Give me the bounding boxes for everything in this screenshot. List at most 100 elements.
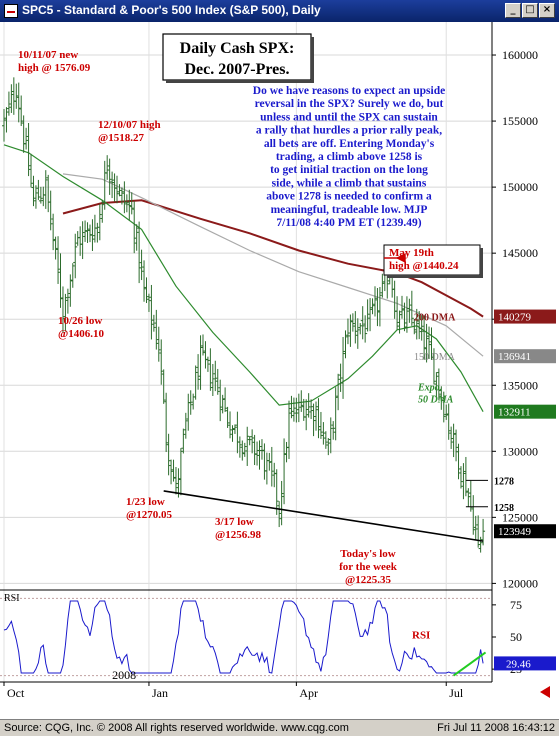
price-bar	[247, 436, 252, 446]
price-bar	[242, 442, 247, 457]
price-bar	[476, 515, 481, 548]
price-bar	[107, 158, 112, 195]
price-bar	[274, 469, 279, 515]
annotation-text: @1270.05	[126, 509, 172, 521]
price-bar	[83, 220, 88, 242]
value-box-expo-50-dma-text: 132911	[498, 407, 531, 419]
price-bar	[473, 515, 478, 541]
chart-subtitle: Dec. 2007-Pres.	[185, 61, 290, 78]
price-bar	[424, 323, 429, 363]
y-tick-label: 125000	[502, 510, 538, 524]
price-bar	[333, 387, 338, 441]
price-bar	[38, 186, 43, 204]
price-bar	[230, 425, 235, 442]
price-bar	[419, 315, 424, 341]
price-annotation: 3/17 low@1256.98	[215, 516, 261, 541]
rsi-panel: RSIRSI25507529.46	[0, 593, 556, 677]
rsi-value-box-text: 29.46	[506, 658, 531, 670]
ma-label-150: 150 DMA	[414, 352, 456, 363]
annotation-text: @1256.98	[215, 529, 261, 541]
price-bar	[363, 315, 368, 343]
price-bar	[220, 394, 225, 414]
price-bar	[164, 392, 169, 453]
commentary-line: above 1278 is needed to confirm a	[266, 191, 432, 203]
price-bar	[407, 298, 412, 323]
x-tick-label: Jan	[152, 686, 168, 700]
rsi-trendline	[453, 651, 487, 677]
value-box-150-dma-text: 136941	[498, 351, 531, 363]
price-bar	[36, 179, 41, 200]
price-bar	[100, 200, 105, 223]
price-bar	[345, 318, 350, 345]
maximize-button[interactable]: □	[522, 3, 538, 18]
minimize-button[interactable]: _	[505, 3, 521, 18]
ma-label-expo: Expo.	[417, 383, 442, 394]
level-label-1258: 1258	[494, 503, 514, 514]
price-bar	[439, 386, 444, 410]
value-box-last-price-text: 123949	[498, 526, 532, 538]
price-bar	[412, 319, 417, 335]
price-bar	[372, 286, 377, 317]
price-bar	[257, 440, 262, 470]
price-bar	[434, 372, 439, 398]
price-bar	[178, 448, 183, 496]
price-bar	[252, 434, 257, 466]
price-bar	[318, 411, 323, 439]
price-bar	[338, 363, 343, 392]
price-bar	[73, 233, 78, 279]
price-bar	[360, 306, 365, 340]
close-button[interactable]: ×	[539, 3, 555, 18]
price-bar	[196, 354, 201, 390]
levels-layer: 1278 1258	[163, 476, 514, 542]
commentary-line: all bets are off. Entering Monday's	[264, 138, 435, 150]
rsi-panel-label: RSI	[4, 593, 20, 604]
price-bar	[24, 127, 29, 150]
price-bar	[161, 369, 166, 404]
price-bar	[321, 422, 326, 445]
price-bar	[463, 456, 468, 497]
price-bar	[33, 185, 38, 209]
price-bar	[328, 417, 333, 454]
price-bar	[19, 95, 24, 127]
price-bar	[159, 339, 164, 385]
price-bar	[134, 224, 139, 251]
price-bar	[323, 431, 328, 449]
value-box-150-dma: 136941	[494, 349, 556, 364]
price-bar	[348, 314, 353, 347]
ma-label-200: 200 DMA	[414, 313, 456, 324]
title-box-shadow-r	[311, 37, 314, 83]
price-bar	[218, 379, 223, 422]
price-bar	[422, 315, 427, 360]
price-bar	[336, 373, 341, 411]
y-tick-label: 155000	[502, 114, 538, 128]
price-bar	[441, 391, 446, 423]
commentary-line: meaningful, tradeable low. MJP	[271, 204, 428, 216]
x-tick-label: Oct	[7, 686, 25, 700]
price-bar	[65, 288, 70, 314]
price-bar	[215, 368, 220, 395]
window-title: SPC5 - Standard & Poor's 500 Index (S&P …	[22, 3, 321, 17]
value-box-expo-50-dma: 132911	[494, 404, 556, 419]
x-tick-label: Jul	[449, 686, 464, 700]
price-bar	[51, 213, 56, 251]
annotation-box-shadow-r	[480, 248, 483, 278]
price-bar	[43, 170, 48, 209]
commentary-line: a rally that hurdles a prior rally peak,	[256, 125, 442, 137]
price-bar	[188, 390, 193, 415]
price-bar	[414, 308, 419, 340]
price-bar	[471, 495, 476, 535]
price-bar	[350, 313, 355, 332]
price-bar	[409, 290, 414, 326]
annotation-text: high @1440.24	[389, 260, 459, 272]
scroll-left-icon[interactable]	[540, 686, 550, 698]
annotation-text: 12/10/07 high	[98, 119, 161, 131]
price-bar	[205, 356, 210, 372]
price-bar	[286, 400, 291, 460]
value-box-last-price: 123949	[494, 524, 556, 539]
price-bar	[137, 221, 142, 284]
commentary-line: Do we have reasons to expect an upside	[253, 85, 445, 97]
rsi-value-box-bg	[494, 656, 556, 671]
price-bar	[449, 426, 454, 449]
